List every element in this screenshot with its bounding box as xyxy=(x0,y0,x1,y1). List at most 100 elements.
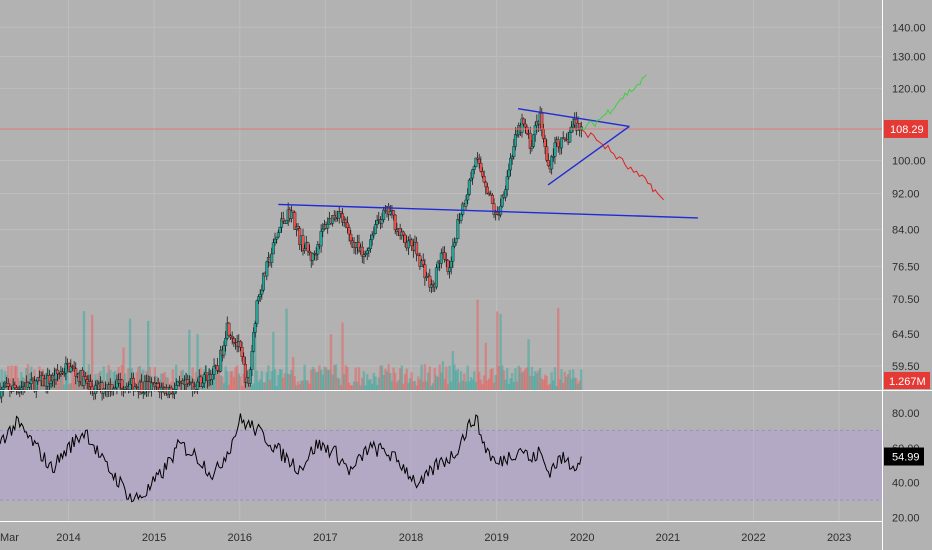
volume-bar xyxy=(354,367,357,390)
volume-bar xyxy=(280,369,283,390)
candle-body xyxy=(240,347,244,357)
volume-bar xyxy=(240,385,244,390)
candle-body xyxy=(248,369,252,384)
time-tick-label: 2016 xyxy=(228,532,252,544)
volume-bar xyxy=(331,374,334,390)
volume-bar xyxy=(370,383,374,390)
volume-bar xyxy=(67,384,71,390)
volume-bar xyxy=(36,385,40,390)
volume-bar xyxy=(492,382,496,390)
volume-bar xyxy=(254,319,257,390)
candle-body xyxy=(265,261,269,277)
volume-bar xyxy=(461,380,464,390)
volume-bar xyxy=(535,373,539,390)
rsi-value-label: 54.99 xyxy=(892,452,920,464)
volume-bar xyxy=(575,378,578,390)
candle-body xyxy=(546,160,550,167)
volume-bar xyxy=(91,314,94,390)
volume-bar xyxy=(105,372,109,390)
candle-body xyxy=(448,267,452,272)
volume-badge xyxy=(884,372,930,389)
volume-bar xyxy=(291,357,295,390)
volume-bar xyxy=(459,371,463,390)
price-axis[interactable]: 140.00 130.00 120.00 100.00 92.00 84.00 76.50 7… xyxy=(892,22,926,373)
volume-bar xyxy=(250,384,254,390)
price-tick-label: 92.00 xyxy=(892,188,920,200)
candle-body xyxy=(365,250,369,254)
candle-body xyxy=(530,146,534,149)
rsi-line xyxy=(0,413,582,503)
volume-bar xyxy=(501,365,504,390)
volume-bar xyxy=(230,371,234,390)
volume-bar xyxy=(533,370,537,390)
volume-bar xyxy=(347,382,351,390)
volume-bar xyxy=(450,381,453,390)
volume-bar xyxy=(171,369,175,390)
volume-bar xyxy=(400,365,404,390)
volume-bar xyxy=(481,384,484,390)
rsi-tick-label: 80.00 xyxy=(892,408,920,420)
volume-bar xyxy=(82,311,86,390)
volume-bar xyxy=(209,384,212,390)
candle-body xyxy=(464,199,468,207)
volume-bar xyxy=(3,370,7,390)
volume-bar xyxy=(482,375,486,390)
volume-bar xyxy=(268,379,272,390)
candle-body xyxy=(560,137,564,149)
candle-body xyxy=(507,169,511,177)
candle-body xyxy=(173,389,177,394)
volume-bar xyxy=(560,369,563,390)
volume-bar xyxy=(219,375,222,390)
volume-bar xyxy=(342,374,346,390)
volume-bar xyxy=(412,381,415,390)
volume-bar xyxy=(435,375,438,390)
volume-bar xyxy=(504,379,507,390)
volume-bar xyxy=(272,331,275,390)
candle-body xyxy=(499,205,503,216)
candle-body xyxy=(480,171,484,177)
candle-body xyxy=(13,384,17,389)
candle-body xyxy=(345,222,349,228)
volume-bar xyxy=(234,367,237,390)
time-axis[interactable]: Mar 2014 2015 2016 2017 2018 2019 2020 2021 2022 2… xyxy=(0,532,851,544)
volume-bar xyxy=(566,373,570,390)
candle-body xyxy=(571,124,575,128)
volume-bar xyxy=(433,367,436,390)
volume-bar xyxy=(407,382,410,390)
candle-body xyxy=(369,239,373,249)
volume-bar xyxy=(436,377,440,390)
trendline xyxy=(547,125,630,186)
volume-bar xyxy=(262,382,265,390)
volume-bar xyxy=(418,379,422,390)
candle-body xyxy=(479,162,483,172)
volume-bar xyxy=(123,373,127,390)
candle-body xyxy=(303,248,307,251)
candle-body xyxy=(532,134,536,147)
candle-body xyxy=(415,242,419,255)
volume-bar xyxy=(420,364,423,390)
time-tick-label: 2022 xyxy=(741,532,765,544)
candle-body xyxy=(229,335,233,338)
volume-bar xyxy=(540,378,543,390)
volume-bar xyxy=(311,366,315,390)
volume-bar xyxy=(285,308,288,390)
candle-body xyxy=(382,209,386,220)
volume-bar xyxy=(527,339,530,390)
candle-body xyxy=(306,242,310,252)
volume-bar xyxy=(474,381,478,390)
candle-body xyxy=(453,242,457,247)
candle-body xyxy=(276,232,280,238)
volume-bar xyxy=(303,364,306,390)
volume-bar xyxy=(380,365,384,390)
candle-body xyxy=(273,239,277,243)
time-tick-label: 2015 xyxy=(142,532,166,544)
volume-bar xyxy=(374,376,377,390)
candle-body xyxy=(29,378,33,384)
volume-bar xyxy=(510,372,514,390)
candle-body xyxy=(100,382,104,394)
candle-body xyxy=(49,380,53,384)
candle-body xyxy=(523,123,527,128)
volume-bar xyxy=(491,368,494,390)
volume-bar xyxy=(532,376,535,390)
